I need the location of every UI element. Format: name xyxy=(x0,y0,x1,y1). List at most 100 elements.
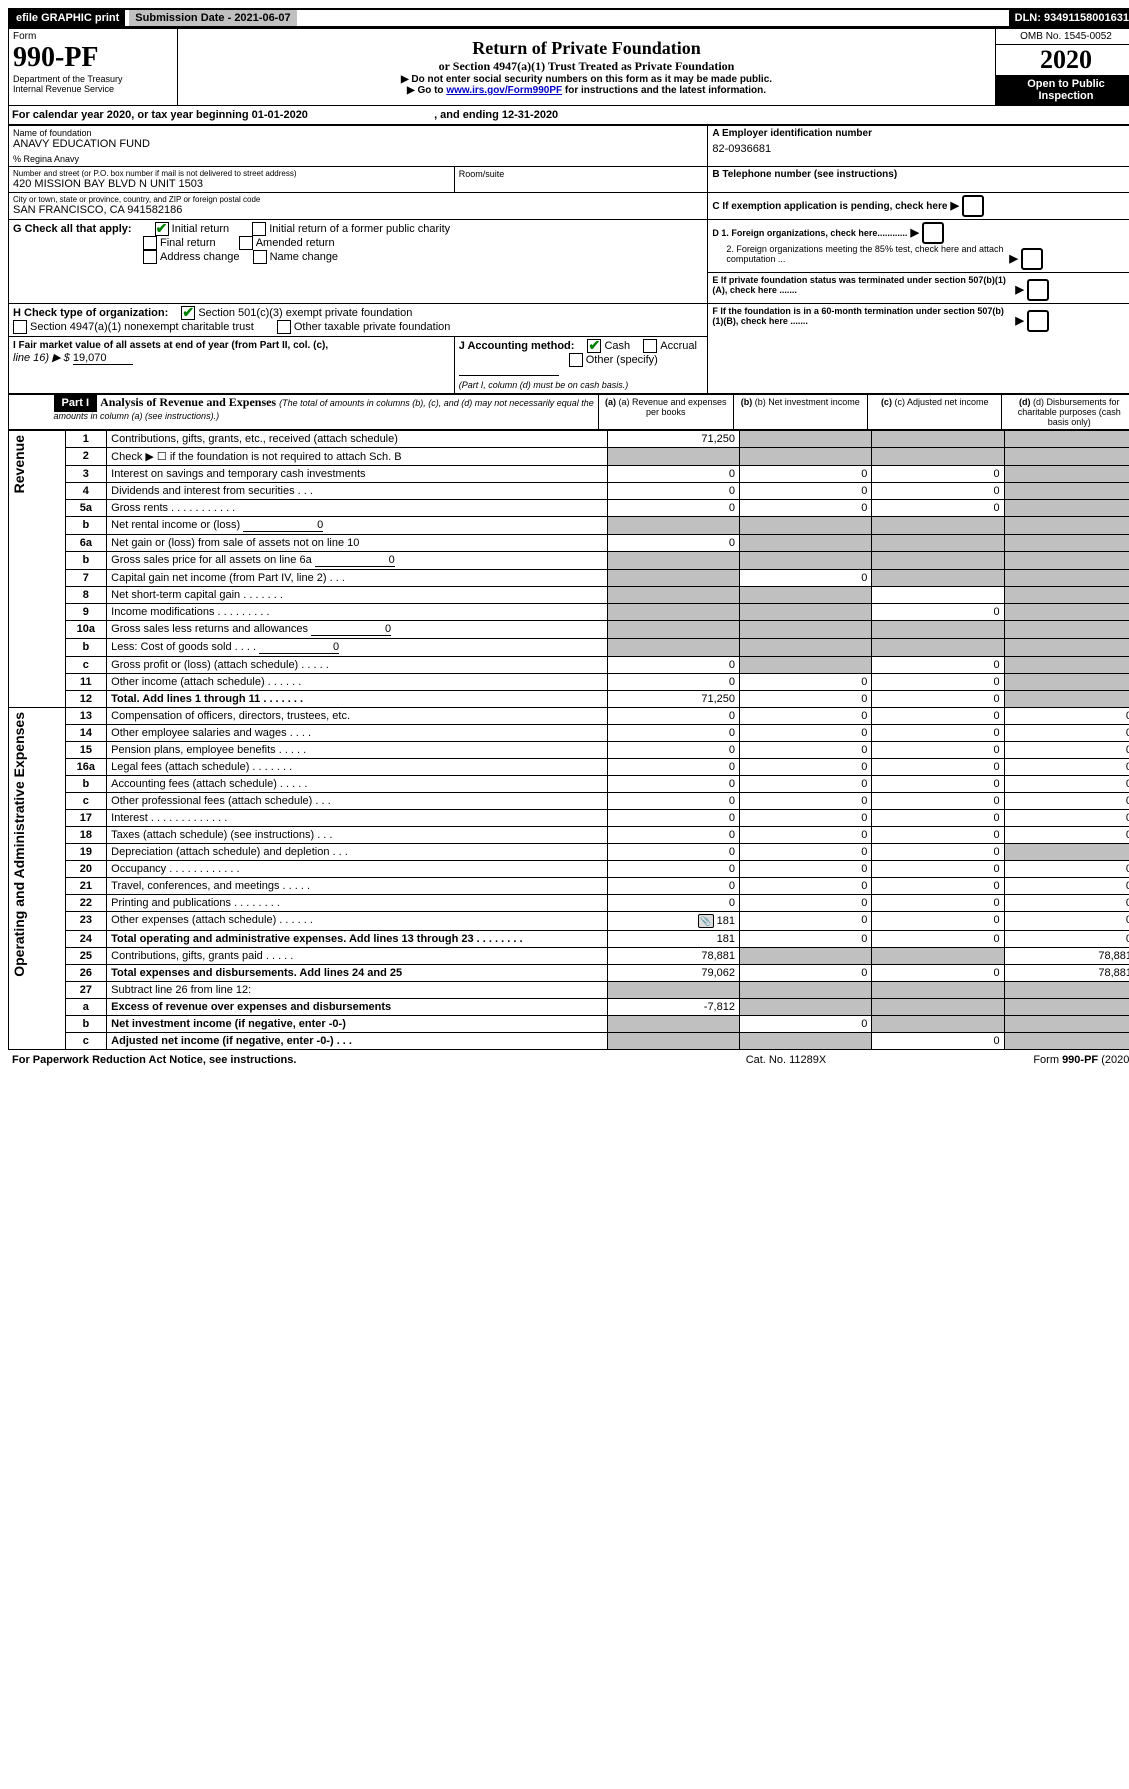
row-label: Contributions, gifts, grants paid . . . … xyxy=(107,948,608,965)
g-name-change-checkbox[interactable] xyxy=(253,250,267,264)
g-amended-checkbox[interactable] xyxy=(239,236,253,250)
irs-link[interactable]: www.irs.gov/Form990PF xyxy=(446,85,562,96)
table-row: 7Capital gain net income (from Part IV, … xyxy=(9,570,1129,587)
j-accrual-checkbox[interactable] xyxy=(643,339,657,353)
row-label: Other expenses (attach schedule) . . . .… xyxy=(107,912,608,931)
table-row: 19Depreciation (attach schedule) and dep… xyxy=(9,844,1129,861)
row-label: Net rental income or (loss) 0 xyxy=(107,517,608,535)
col-a-value: 0 xyxy=(607,725,739,742)
table-row: 22Printing and publications . . . . . . … xyxy=(9,895,1129,912)
table-row: cGross profit or (loss) (attach schedule… xyxy=(9,657,1129,674)
form-title-block: Form 990-PF Department of the Treasury I… xyxy=(8,28,1129,106)
table-row: 26Total expenses and disbursements. Add … xyxy=(9,965,1129,982)
j-cash-checkbox[interactable] xyxy=(587,339,601,353)
g-addr-change-checkbox[interactable] xyxy=(143,250,157,264)
row-label: Interest on savings and temporary cash i… xyxy=(107,466,608,483)
table-row: bNet rental income or (loss) 0 xyxy=(9,517,1129,535)
col-c-value xyxy=(872,621,1004,639)
row-label: Taxes (attach schedule) (see instruction… xyxy=(107,827,608,844)
part1-table: Revenue1Contributions, gifts, grants, et… xyxy=(8,430,1129,1050)
row-label: Printing and publications . . . . . . . … xyxy=(107,895,608,912)
h-sec501-checkbox[interactable] xyxy=(181,306,195,320)
row-label: Income modifications . . . . . . . . . xyxy=(107,604,608,621)
j-other-checkbox[interactable] xyxy=(569,353,583,367)
attachment-icon[interactable]: 📎 xyxy=(698,914,714,928)
row-number: 13 xyxy=(65,708,107,725)
table-row: 11Other income (attach schedule) . . . .… xyxy=(9,674,1129,691)
col-a-value xyxy=(607,1033,739,1050)
col-d-value xyxy=(1004,639,1129,657)
efile-label[interactable]: efile GRAPHIC print xyxy=(10,10,125,26)
col-b-value: 0 xyxy=(739,931,871,948)
h-sec4947-checkbox[interactable] xyxy=(13,320,27,334)
col-a-header: (a) (a) Revenue and expenses per books xyxy=(599,395,733,430)
part1-label: Part I xyxy=(54,394,98,412)
row-label: Interest . . . . . . . . . . . . . xyxy=(107,810,608,827)
table-row: 2Check ▶ ☐ if the foundation is not requ… xyxy=(9,448,1129,466)
table-row: bLess: Cost of goods sold . . . . 0 xyxy=(9,639,1129,657)
table-row: 25Contributions, gifts, grants paid . . … xyxy=(9,948,1129,965)
col-a-value: 0 xyxy=(607,708,739,725)
col-b-value xyxy=(739,982,871,999)
row-number: 3 xyxy=(65,466,107,483)
row-number: c xyxy=(65,793,107,810)
col-c-value xyxy=(872,552,1004,570)
calendar-year-line: For calendar year 2020, or tax year begi… xyxy=(8,106,1129,125)
row-number: 14 xyxy=(65,725,107,742)
d2-checkbox[interactable] xyxy=(1021,248,1043,270)
row-number: c xyxy=(65,657,107,674)
g-initial: Initial return xyxy=(172,223,229,235)
footer-left: For Paperwork Reduction Act Notice, see … xyxy=(8,1052,684,1068)
col-d-value xyxy=(1004,657,1129,674)
g-initial-former-checkbox[interactable] xyxy=(252,222,266,236)
table-row: Revenue1Contributions, gifts, grants, et… xyxy=(9,431,1129,448)
d1-label: D 1. Foreign organizations, check here..… xyxy=(712,228,907,238)
col-c-value: 0 xyxy=(872,483,1004,500)
e-checkbox[interactable] xyxy=(1027,279,1049,301)
row-number: 26 xyxy=(65,965,107,982)
row-label: Contributions, gifts, grants, etc., rece… xyxy=(107,431,608,448)
col-a-value: 0 xyxy=(607,861,739,878)
col-b-value: 0 xyxy=(739,674,871,691)
g-final-checkbox[interactable] xyxy=(143,236,157,250)
j-cash: Cash xyxy=(604,340,630,352)
col-b-value: 0 xyxy=(739,742,871,759)
f-checkbox[interactable] xyxy=(1027,310,1049,332)
c-checkbox[interactable] xyxy=(962,195,984,217)
table-row: 18Taxes (attach schedule) (see instructi… xyxy=(9,827,1129,844)
col-c-value: 0 xyxy=(872,1033,1004,1050)
row-number: 9 xyxy=(65,604,107,621)
col-a-value: 📎 181 xyxy=(607,912,739,931)
g-initial-checkbox[interactable] xyxy=(155,222,169,236)
col-a-value: 0 xyxy=(607,759,739,776)
h-other-tax-checkbox[interactable] xyxy=(277,320,291,334)
col-d-value xyxy=(1004,552,1129,570)
col-d-value xyxy=(1004,982,1129,999)
addr-value: 420 MISSION BAY BLVD N UNIT 1503 xyxy=(13,178,450,190)
table-row: bGross sales price for all assets on lin… xyxy=(9,552,1129,570)
submission-date: Submission Date - 2021-06-07 xyxy=(129,10,296,26)
row-number: 17 xyxy=(65,810,107,827)
irs-label: Internal Revenue Service xyxy=(13,84,173,94)
col-a-value xyxy=(607,517,739,535)
row-number: 2 xyxy=(65,448,107,466)
col-c-value xyxy=(872,448,1004,466)
col-c-value: 0 xyxy=(872,965,1004,982)
d1-checkbox[interactable] xyxy=(922,222,944,244)
col-d-value xyxy=(1004,674,1129,691)
table-row: Operating and Administrative Expenses13C… xyxy=(9,708,1129,725)
city-label: City or town, state or province, country… xyxy=(13,195,703,204)
table-row: 6aNet gain or (loss) from sale of assets… xyxy=(9,535,1129,552)
row-number: 24 xyxy=(65,931,107,948)
col-c-value xyxy=(872,431,1004,448)
col-d-value: 0 xyxy=(1004,861,1129,878)
col-c-value: 0 xyxy=(872,466,1004,483)
row-label: Check ▶ ☐ if the foundation is not requi… xyxy=(107,448,608,466)
col-a-value: 71,250 xyxy=(607,691,739,708)
phone-label: B Telephone number (see instructions) xyxy=(712,169,1129,180)
col-c-value: 0 xyxy=(872,742,1004,759)
col-a-value: 0 xyxy=(607,844,739,861)
col-d-value xyxy=(1004,570,1129,587)
open-to-public: Open to Public Inspection xyxy=(996,75,1129,105)
col-b-value: 0 xyxy=(739,570,871,587)
